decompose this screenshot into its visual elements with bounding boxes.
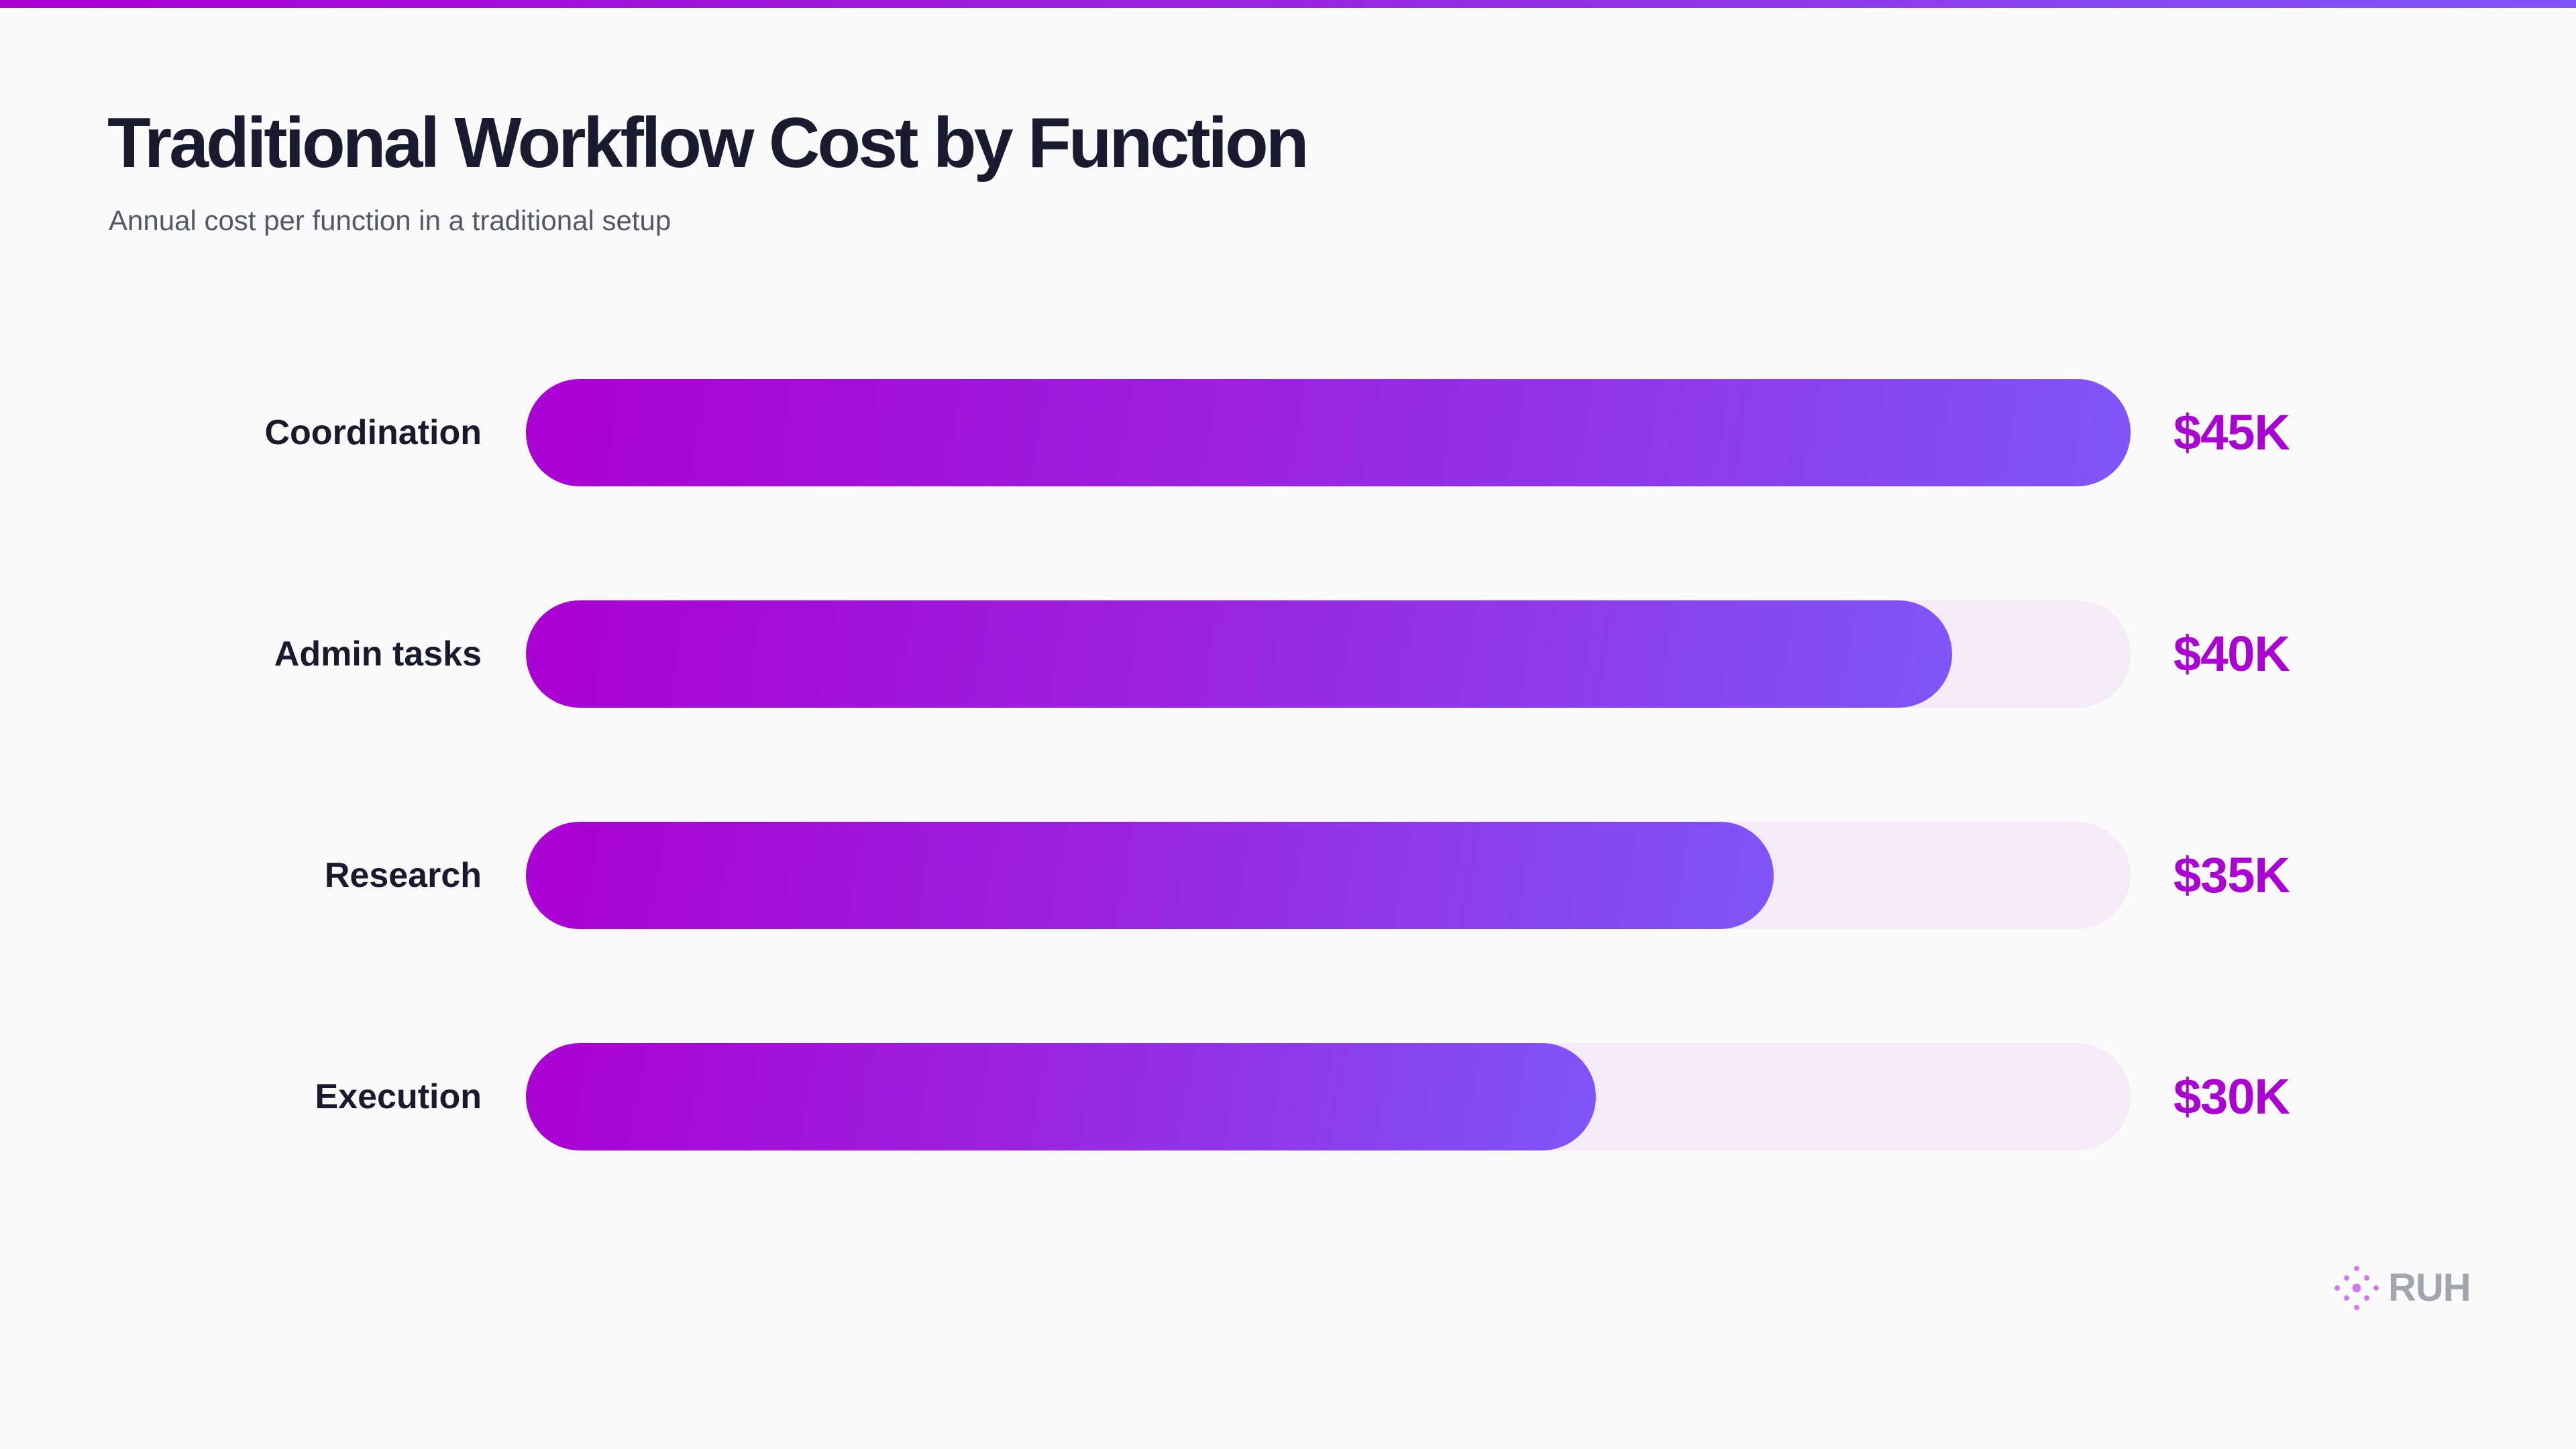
- page-subtitle: Annual cost per function in a traditiona…: [109, 205, 672, 236]
- row-value: $35K: [2174, 847, 2290, 903]
- row-label: Coordination: [264, 413, 482, 452]
- brand-logo: RUH: [2333, 1265, 2471, 1311]
- bar-track: [526, 822, 2131, 929]
- bar-fill: [526, 379, 2131, 486]
- dot-diamond-icon: [2334, 1266, 2379, 1310]
- top-accent-bar: [0, 0, 2576, 8]
- bar-track: [526, 379, 2131, 486]
- bar-fill: [526, 1043, 1596, 1150]
- row-value: $30K: [2174, 1069, 2290, 1124]
- row-label: Research: [324, 856, 482, 895]
- page-title: Traditional Workflow Cost by Function: [107, 103, 1309, 182]
- bar-track: [526, 1043, 2131, 1150]
- row-label: Execution: [315, 1077, 482, 1116]
- row-label: Admin tasks: [274, 635, 482, 674]
- row-value: $45K: [2174, 405, 2290, 460]
- bar-fill: [526, 600, 1953, 708]
- bar-track: [526, 600, 2131, 708]
- row-value: $40K: [2174, 626, 2290, 682]
- chart-row-execution: Execution $30K: [0, 1043, 2576, 1150]
- bar-fill: [526, 822, 1774, 929]
- chart-row-coordination: Coordination $45K: [0, 379, 2576, 486]
- brand-logo-text: RUH: [2388, 1266, 2471, 1309]
- chart-row-research: Research $35K: [0, 822, 2576, 929]
- chart-row-admin-tasks: Admin tasks $40K: [0, 600, 2576, 708]
